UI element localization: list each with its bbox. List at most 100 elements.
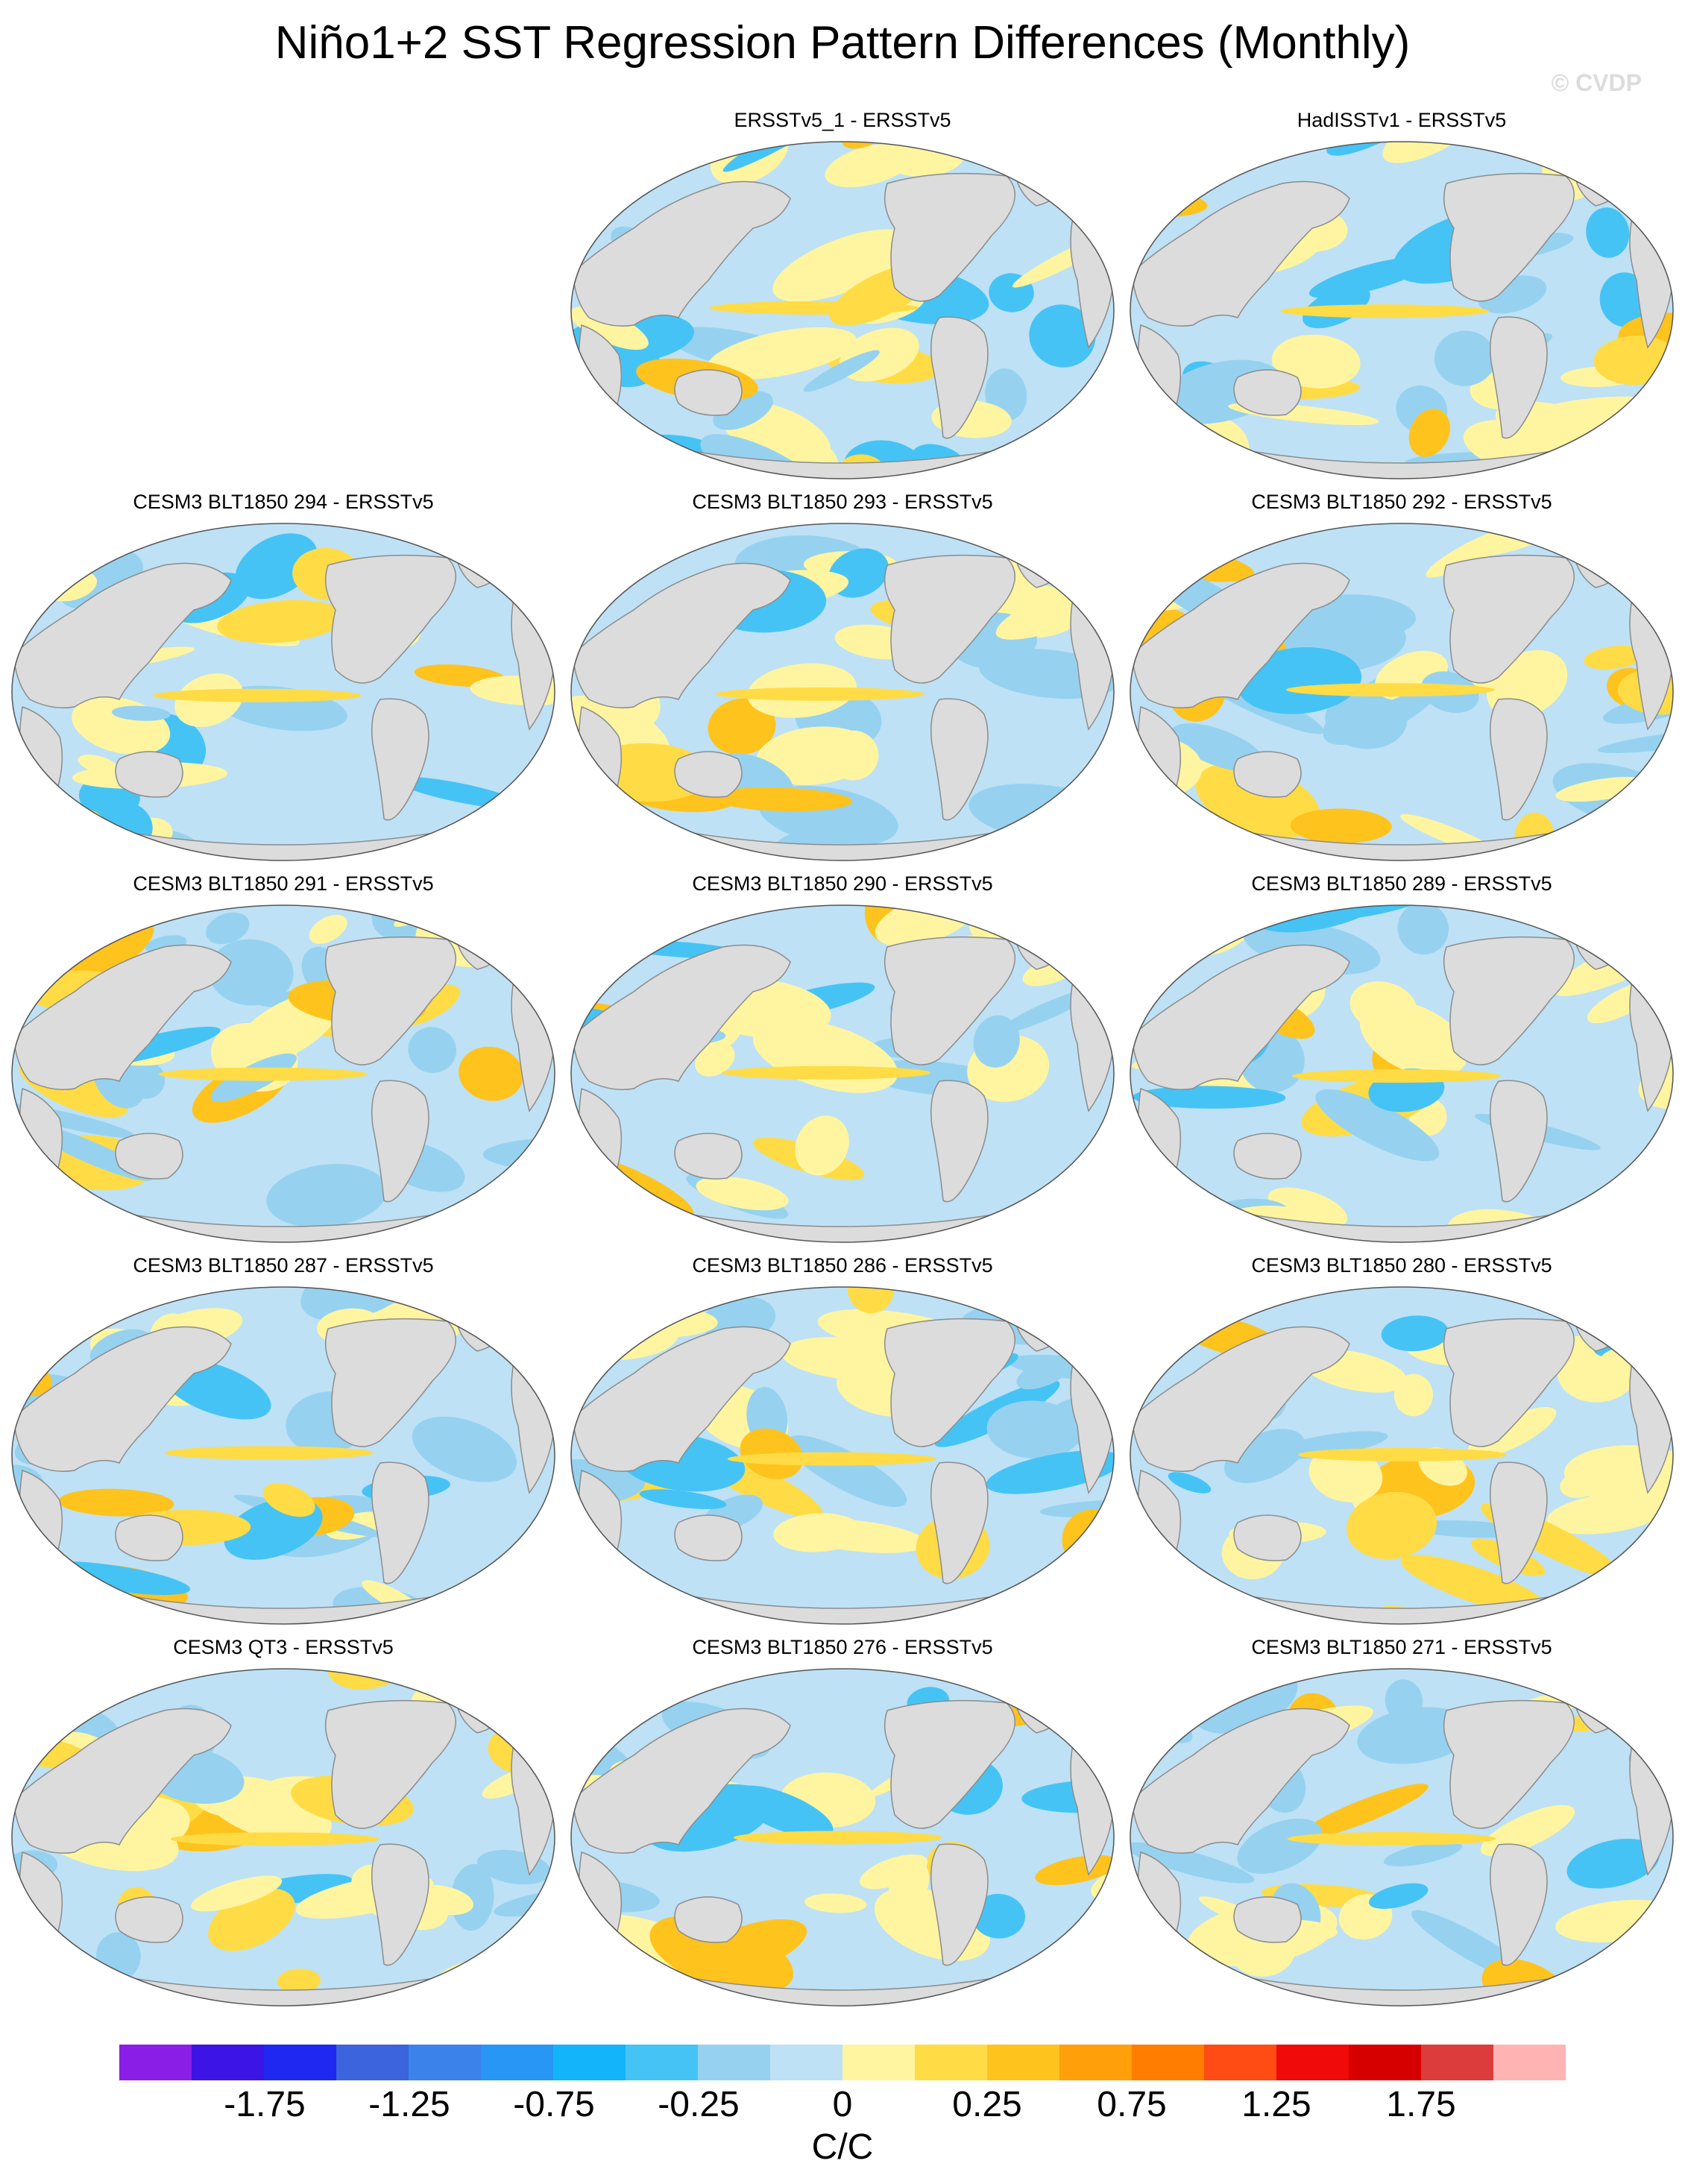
land-mass <box>572 180 791 327</box>
map-outline <box>570 523 1115 861</box>
anomaly-contour <box>1434 330 1496 386</box>
colorbar-tick-label: 1.75 <box>1386 2085 1456 2124</box>
map-panel: CESM3 BLT1850 290 - ERSSTv5 <box>567 872 1118 1245</box>
colorbar-swatch <box>770 2045 842 2080</box>
colorbar-swatch <box>842 2045 915 2080</box>
anomaly-contour <box>1408 409 1450 457</box>
land-mass <box>674 1514 743 1561</box>
anomaly-contour <box>518 1324 555 1358</box>
anomaly-contour <box>1538 142 1614 149</box>
colorbar-swatch <box>915 2045 987 2080</box>
equatorial-anomaly-band <box>1292 1069 1502 1083</box>
map-outline <box>11 1668 555 2007</box>
colorbar-swatch <box>264 2045 336 2080</box>
anomaly-contour <box>781 1337 918 1381</box>
anomaly-contour <box>1065 554 1104 590</box>
equatorial-anomaly-band <box>164 1446 374 1460</box>
anomaly-contour <box>1581 1287 1671 1308</box>
land-mass <box>930 698 989 821</box>
robinson-map <box>1130 1286 1674 1625</box>
land-mass <box>115 1514 183 1561</box>
equatorial-anomaly-band <box>1286 683 1496 697</box>
land-mass <box>1443 172 1575 302</box>
anomaly-contour <box>1237 1818 1323 1874</box>
anomaly-contour <box>610 1620 699 1627</box>
map-panel: CESM3 BLT1850 286 - ERSSTv5 <box>567 1254 1118 1627</box>
anomaly-contour <box>111 705 171 721</box>
map-panel: CESM3 BLT1850 280 - ERSSTv5 <box>1126 1254 1678 1627</box>
anomaly-contour <box>262 1483 315 1517</box>
anomaly-contour <box>1089 1984 1114 2006</box>
map-outline <box>1130 904 1674 1243</box>
map-outline <box>570 1668 1115 2007</box>
anomaly-contour <box>12 905 101 939</box>
anomaly-contour <box>266 1163 388 1228</box>
figure-title: Niño1+2 SST Regression Pattern Differenc… <box>274 17 1411 69</box>
anomaly-contour <box>696 1176 789 1211</box>
map-panel: CESM3 BLT1850 287 - ERSSTv5 <box>7 1254 559 1627</box>
panel-title: CESM3 BLT1850 287 - ERSSTv5 <box>133 1254 434 1277</box>
anomaly-contour <box>684 1919 807 1979</box>
colorbar-tick-label: -0.25 <box>658 2085 740 2124</box>
land-mass <box>1233 369 1302 416</box>
land-mass <box>572 944 791 1090</box>
land-mass <box>884 1699 1015 1829</box>
land-mass <box>1490 1843 1548 1966</box>
colorbar-swatch <box>1421 2045 1493 2080</box>
anomaly-contour <box>1385 1679 1423 1722</box>
anomaly-contour <box>1035 1854 1114 1886</box>
equatorial-anomaly-band <box>1280 304 1490 318</box>
equatorial-anomaly-band <box>170 1832 379 1846</box>
colorbar-swatch <box>1204 2045 1276 2080</box>
anomaly-contour <box>1525 902 1633 910</box>
map-outline <box>11 523 555 861</box>
land-mass <box>1233 751 1302 798</box>
equatorial-anomaly-band <box>1298 1447 1508 1461</box>
anomaly-contour <box>12 1924 42 1966</box>
map-panel: CESM3 QT3 - ERSSTv5 <box>7 1636 559 2009</box>
equatorial-anomaly-band <box>733 1831 942 1845</box>
anomaly-contour <box>971 1893 1025 1939</box>
anomaly-contour <box>847 1287 894 1314</box>
anomaly-contour <box>1381 1315 1449 1352</box>
anomaly-contour <box>459 1046 523 1101</box>
land-mass <box>324 1699 456 1829</box>
land-mass <box>572 562 791 708</box>
anomaly-contour <box>571 523 690 527</box>
colorbar-swatch <box>553 2045 626 2080</box>
robinson-map <box>570 1668 1115 2007</box>
land-mass <box>1443 1699 1575 1829</box>
panel-title: CESM3 BLT1850 294 - ERSSTv5 <box>133 491 434 513</box>
land-mass <box>1233 1514 1302 1561</box>
anomaly-contour <box>98 857 174 860</box>
anomaly-contour <box>309 914 347 944</box>
panel-title: CESM3 BLT1850 280 - ERSSTv5 <box>1251 1254 1552 1277</box>
anomaly-contour <box>571 1287 630 1322</box>
anomaly-contour <box>1383 1841 1463 1867</box>
anomaly-contour <box>1068 523 1114 558</box>
land-mass <box>884 1318 1015 1447</box>
anomaly-contour <box>454 1669 526 1678</box>
anomaly-contour <box>804 1893 867 1913</box>
anomaly-contour <box>785 1518 927 1553</box>
map-panel: CESM3 BLT1850 294 - ERSSTv5 <box>7 491 559 863</box>
robinson-map <box>11 523 555 861</box>
map-panel: CESM3 BLT1850 271 - ERSSTv5 <box>1126 1636 1678 2009</box>
land-mass <box>1490 698 1548 821</box>
anomaly-contour <box>453 1683 527 1705</box>
colorbar-swatch <box>1349 2045 1421 2080</box>
anomaly-contour <box>1271 334 1361 388</box>
anomaly-contour <box>1315 1089 1440 1162</box>
colorbar-tick-label: 0.75 <box>1097 2085 1167 2124</box>
land-mass <box>674 1896 743 1943</box>
land-mass <box>1131 1326 1350 1472</box>
colorbar-swatch <box>1132 2045 1204 2080</box>
anomaly-contour <box>408 1027 457 1073</box>
equatorial-anomaly-band <box>727 1452 936 1466</box>
land-mass <box>884 936 1015 1066</box>
colorbar-swatch <box>192 2045 264 2080</box>
land-mass <box>674 1133 743 1180</box>
anomaly-contour <box>444 905 547 920</box>
anomaly-contour <box>1298 1784 1429 1840</box>
panel-title: CESM3 BLT1850 286 - ERSSTv5 <box>692 1254 993 1277</box>
